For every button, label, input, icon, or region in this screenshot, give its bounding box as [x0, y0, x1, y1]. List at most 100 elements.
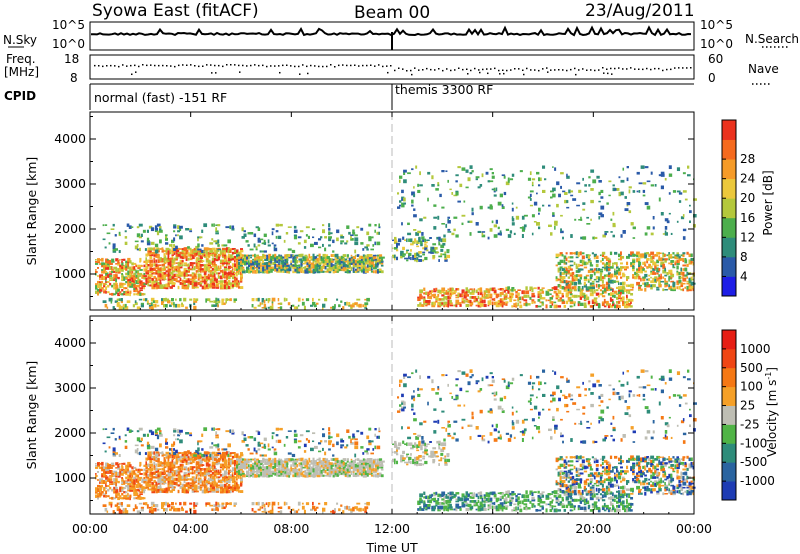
echo-cell [286, 270, 290, 274]
echo-cell [301, 301, 305, 306]
echo-cell [364, 257, 368, 262]
echo-cell [234, 279, 237, 284]
echo-cell [109, 275, 113, 277]
echo-cell [217, 460, 221, 463]
echo-cell [370, 236, 374, 239]
echo-cell [551, 301, 554, 304]
echo-cell [469, 296, 473, 299]
echo-cell [678, 200, 682, 203]
echo-cell [167, 260, 171, 263]
echo-cell [189, 484, 193, 487]
echo-cell [121, 266, 126, 270]
echo-cell [151, 471, 155, 475]
echo-cell [595, 302, 600, 306]
echo-cell [614, 272, 617, 275]
echo-cell [157, 268, 161, 271]
echo-cell [278, 270, 282, 273]
echo-cell [368, 458, 373, 462]
echo-cell [159, 463, 164, 467]
nave-dot [607, 72, 609, 75]
echo-cell [155, 484, 158, 487]
echo-cell [304, 458, 308, 461]
echo-cell [213, 284, 216, 287]
echo-cell [360, 471, 364, 476]
echo-cell [589, 287, 593, 289]
echo-cell [139, 272, 143, 276]
echo-cell [416, 258, 418, 263]
echo-cell [571, 252, 576, 255]
echo-cell [372, 255, 376, 260]
echo-cell [153, 259, 156, 263]
echo-cell [197, 468, 200, 471]
echo-cell [240, 265, 244, 270]
echo-cell [201, 468, 205, 471]
echo-cell [676, 271, 680, 276]
echo-cell [223, 451, 228, 455]
freq-dot [314, 65, 316, 67]
echo-cell [284, 265, 288, 270]
echo-cell [197, 257, 200, 262]
echo-cell [314, 464, 319, 467]
echo-cell [127, 492, 129, 496]
echo-cell [177, 465, 180, 469]
echo-cell [147, 251, 152, 255]
echo-cell [133, 472, 137, 476]
echo-cell [529, 198, 532, 201]
echo-cell [263, 306, 267, 309]
echo-cell [127, 284, 130, 288]
echo-cell [143, 472, 148, 476]
echo-cell [579, 251, 582, 256]
echo-cell [614, 262, 618, 265]
echo-cell [587, 258, 591, 261]
echo-cell [447, 303, 450, 308]
echo-cell [113, 271, 116, 273]
echo-cell [205, 486, 208, 489]
echo-cell [614, 270, 616, 273]
echo-cell [145, 261, 148, 266]
echo-cell [622, 300, 625, 305]
echo-cell [680, 288, 684, 291]
echo-cell [628, 305, 631, 308]
echo-cell [117, 262, 121, 266]
echo-cell [117, 292, 121, 297]
echo-cell [290, 458, 294, 461]
echo-cell [171, 281, 175, 286]
echo-cell [115, 280, 118, 284]
echo-cell [167, 454, 171, 456]
echo-cell [310, 467, 315, 472]
echo-cell [95, 463, 97, 465]
echo-cell [580, 236, 583, 240]
echo-cell [306, 263, 309, 268]
echo-cell [213, 277, 217, 282]
echo-cell [656, 264, 659, 267]
echo-cell [215, 483, 218, 487]
echo-cell [151, 455, 155, 459]
echo-cell [127, 262, 129, 265]
echo-cell [360, 227, 364, 231]
echo-cell [155, 256, 159, 258]
echo-cell [217, 275, 221, 279]
echo-cell [278, 257, 282, 262]
echo-cell [304, 469, 307, 474]
echo-cell [139, 282, 144, 286]
echo-cell [342, 260, 345, 263]
echo-cell [133, 266, 136, 270]
echo-cell [676, 254, 680, 257]
echo-cell [121, 268, 124, 272]
echo-cell [266, 254, 269, 257]
echo-cell [250, 266, 254, 269]
echo-cell [119, 488, 122, 493]
echo-cell [288, 256, 292, 259]
echo-cell [127, 461, 131, 466]
echo-cell [286, 262, 289, 265]
echo-cell [366, 244, 370, 247]
echo-cell [443, 234, 446, 238]
echo-cell [268, 262, 272, 266]
echo-cell [590, 188, 594, 191]
echo-cell [597, 304, 601, 309]
echo-cell [581, 260, 585, 263]
echo-cell [121, 480, 125, 484]
echo-cell [348, 302, 351, 306]
echo-cell [205, 457, 210, 461]
freq-dot [370, 64, 372, 66]
